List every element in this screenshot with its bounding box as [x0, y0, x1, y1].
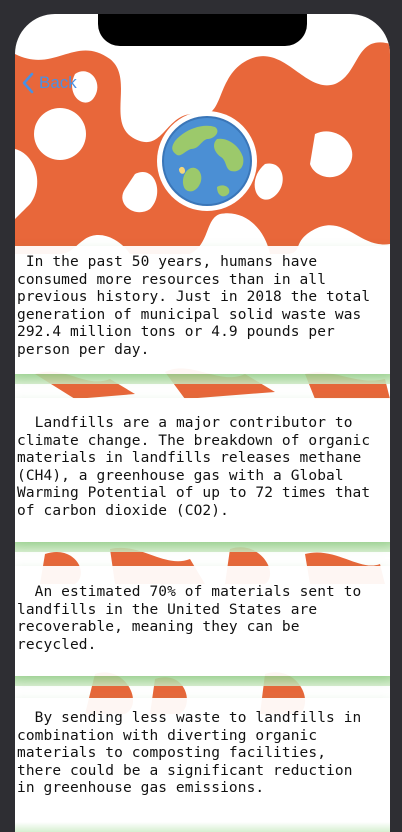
back-button[interactable]: Back	[21, 70, 77, 96]
fact-text: An estimated 70% of materials sent to la…	[17, 584, 362, 653]
globe-icon	[157, 111, 257, 211]
card-divider	[15, 676, 390, 686]
card-divider	[15, 542, 390, 552]
chevron-left-icon	[22, 72, 34, 94]
card-divider	[15, 374, 390, 384]
fact-card: In the past 50 years, humans have consum…	[15, 246, 390, 374]
device-notch	[98, 14, 307, 46]
app-screen: Back In the past 50 years, humans have c…	[15, 14, 390, 832]
fact-text: In the past 50 years, humans have consum…	[17, 254, 371, 358]
back-label: Back	[39, 73, 77, 92]
fact-text: Landfills are a major contributor to cli…	[17, 415, 371, 519]
fact-text: By sending less waste to landfills in co…	[17, 710, 362, 797]
fact-card: Landfills are a major contributor to cli…	[15, 398, 390, 542]
fact-card: An estimated 70% of materials sent to la…	[15, 566, 390, 676]
fact-card: By sending less waste to landfills in co…	[15, 698, 390, 822]
card-divider	[15, 822, 390, 832]
